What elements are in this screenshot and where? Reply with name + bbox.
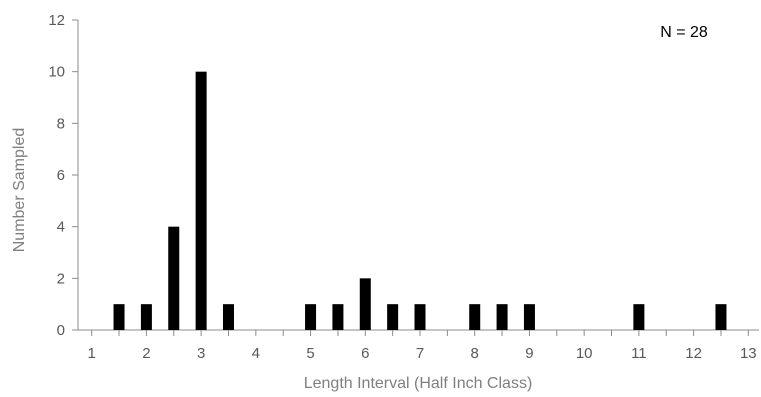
bar <box>387 304 399 330</box>
bar <box>496 304 508 330</box>
bars <box>113 71 727 331</box>
y-tick-labels: 0 2 4 6 8 10 12 <box>48 12 65 339</box>
x-tick-label: 10 <box>576 345 593 362</box>
bar <box>140 304 152 330</box>
x-tick-label: 1 <box>88 345 96 362</box>
x-tick-label: 6 <box>361 345 369 362</box>
bar <box>113 304 125 330</box>
y-tick-label: 12 <box>48 12 65 29</box>
sample-size-annotation: N = 28 <box>660 24 708 41</box>
y-tick-label: 0 <box>57 322 65 339</box>
x-tick-label: 4 <box>252 345 260 362</box>
x-tick-label: 11 <box>631 345 647 362</box>
x-tick-label: 9 <box>525 345 533 362</box>
y-tick-label: 8 <box>57 115 65 132</box>
bar <box>715 304 727 330</box>
bar <box>523 304 535 330</box>
x-tick-label: 2 <box>142 345 150 362</box>
x-tick-label: 7 <box>416 345 424 362</box>
bar <box>168 226 180 330</box>
bar <box>332 304 344 330</box>
bar <box>414 304 426 330</box>
y-tick-label: 6 <box>57 167 65 184</box>
x-tick-label: 3 <box>197 345 205 362</box>
x-tick-label: 5 <box>306 345 314 362</box>
y-tick-label: 2 <box>57 270 65 287</box>
bar <box>469 304 481 330</box>
x-tick-label: 13 <box>740 345 757 362</box>
x-axis-title: Length Interval (Half Inch Class) <box>304 375 533 392</box>
y-tick-label: 10 <box>48 64 65 81</box>
x-tick-labels: 1 2 3 4 5 6 7 8 9 10 11 12 13 <box>88 345 757 362</box>
bar <box>633 304 645 330</box>
bar <box>195 71 207 331</box>
bar <box>222 304 234 330</box>
x-tick-label: 8 <box>471 345 479 362</box>
y-tick-label: 4 <box>57 219 65 236</box>
x-tick-label: 12 <box>685 345 702 362</box>
bar <box>305 304 317 330</box>
bar <box>359 278 371 330</box>
y-axis-title: Number Sampled <box>11 128 28 253</box>
axes <box>72 19 759 336</box>
